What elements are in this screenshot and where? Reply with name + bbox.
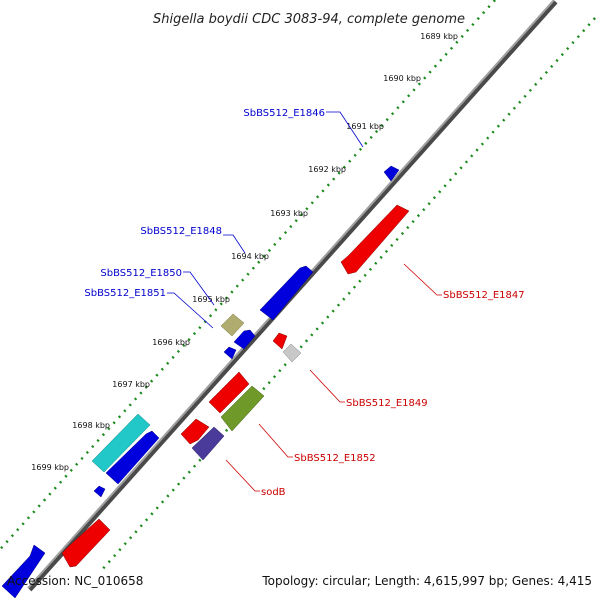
tick-label: 1699 kbp (31, 463, 69, 472)
gene-red-mid[interactable] (208, 371, 250, 414)
label-sbbs512-e1849[interactable]: SbBS512_E1849 (346, 398, 428, 409)
tick-label: 1697 kbp (112, 380, 150, 389)
gene-grey[interactable] (282, 343, 302, 363)
tick-label: 1690 kbp (383, 74, 421, 83)
page-title: Shigella boydii CDC 3083-94, complete ge… (153, 12, 465, 27)
gene-blue-bottom[interactable] (1, 544, 46, 599)
label-sodb[interactable]: sodB (261, 487, 286, 498)
gene-sbbs512-e1849[interactable] (272, 332, 288, 350)
gene-sbbs512-e1848[interactable] (259, 265, 314, 321)
tick-label: 1692 kbp (308, 165, 346, 174)
label-sbbs512-e1848[interactable]: SbBS512_E1848 (140, 226, 222, 237)
gene-sodb[interactable] (191, 426, 225, 461)
gene-sbbs512-e1851[interactable] (233, 329, 256, 350)
accession-text: Accession: NC_010658 (7, 574, 143, 588)
label-sbbs512-e1846[interactable]: SbBS512_E1846 (243, 108, 325, 119)
gene-cyan[interactable] (91, 413, 151, 473)
tick-label: 1696 kbp (152, 338, 190, 347)
gene-sbbs512-e1852[interactable] (220, 385, 265, 432)
label-sbbs512-e1847[interactable]: SbBS512_E1847 (443, 290, 525, 301)
gene-small-forward-2[interactable] (93, 485, 106, 498)
tick-label: 1693 kbp (270, 209, 308, 218)
gene-sbbs512-e1846[interactable] (383, 165, 400, 182)
tick-labels: 1689 kbp 1690 kbp 1691 kbp 1692 kbp 1693… (31, 32, 458, 472)
tick-label: 1691 kbp (346, 122, 384, 131)
gene-sbbs512-e1850[interactable] (220, 313, 245, 337)
topology-summary: Topology: circular; Length: 4,615,997 bp… (261, 574, 592, 588)
gene-small-forward[interactable] (223, 346, 237, 360)
gene-blue-long[interactable] (105, 430, 160, 485)
label-sbbs512-e1850[interactable]: SbBS512_E1850 (100, 268, 182, 279)
gene-red-bottom[interactable] (61, 518, 111, 568)
gene-red-small[interactable] (180, 418, 210, 445)
gene-sbbs512-e1847[interactable] (340, 204, 410, 275)
label-sbbs512-e1851[interactable]: SbBS512_E1851 (84, 288, 166, 299)
gene-leader-lines (167, 111, 442, 492)
tick-label: 1694 kbp (231, 252, 269, 261)
outer-dotted-ring (0, 0, 496, 552)
label-sbbs512-e1852[interactable]: SbBS512_E1852 (294, 453, 376, 464)
tick-label: 1689 kbp (420, 32, 458, 41)
tick-label: 1695 kbp (192, 295, 230, 304)
tick-label: 1698 kbp (72, 421, 110, 430)
